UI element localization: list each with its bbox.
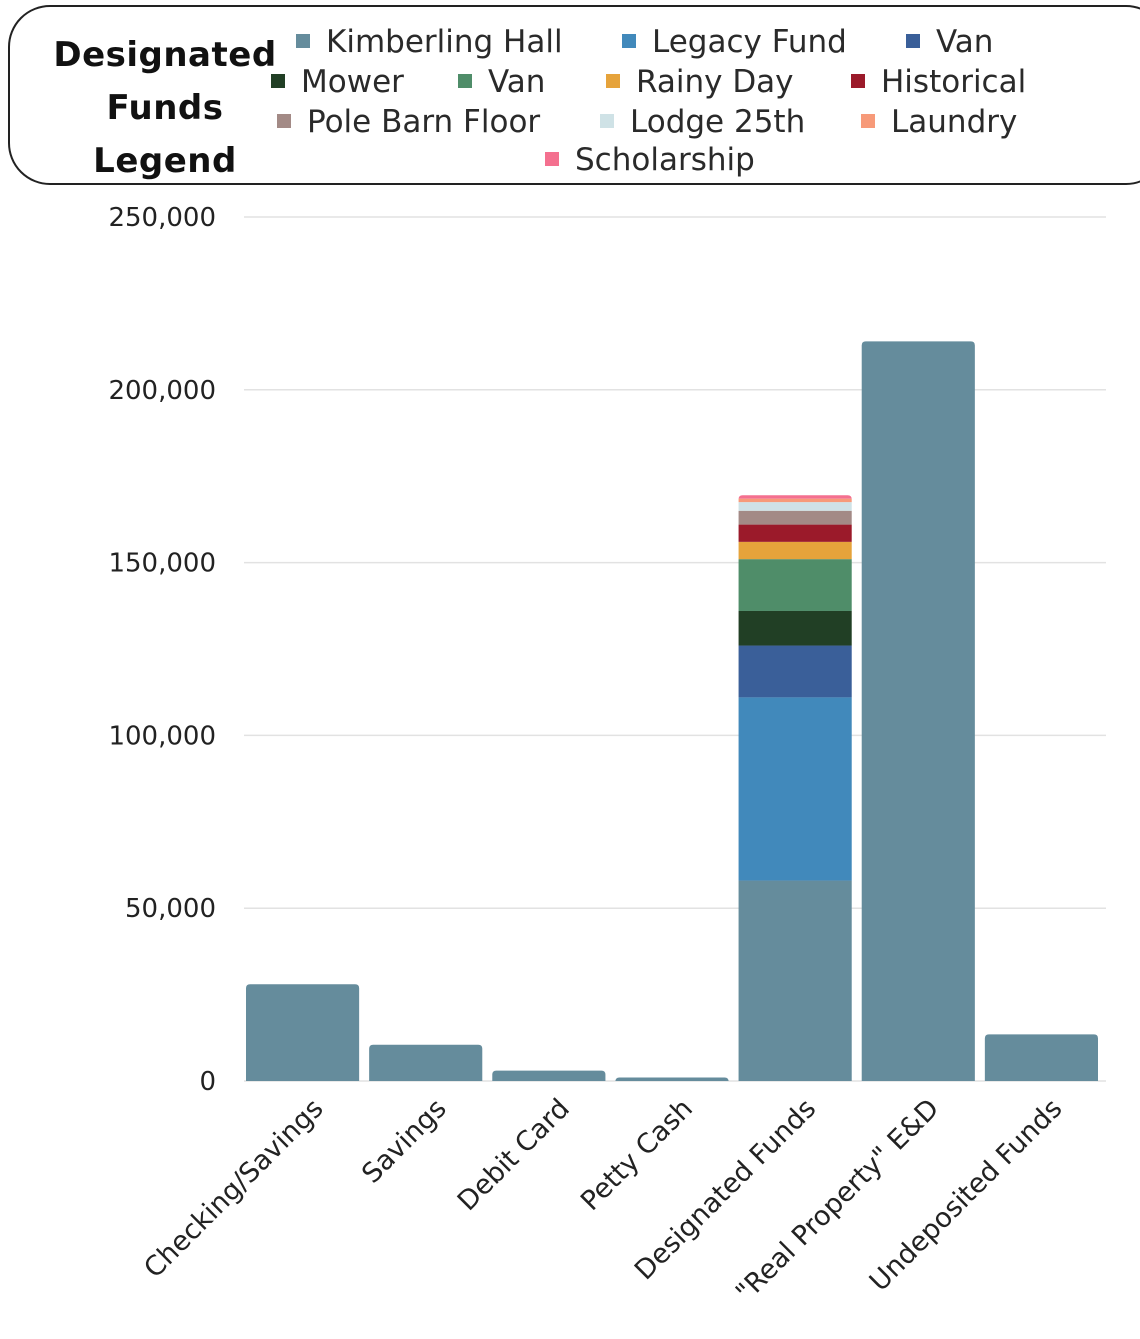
bar-segment (738, 502, 852, 511)
legend-item-label: Pole Barn Floor (307, 104, 541, 140)
bar-segment (738, 880, 852, 1081)
y-tick-label: 250,000 (108, 203, 216, 233)
legend-item-label: Lodge 25th (630, 104, 806, 140)
legend-item-label: Van (488, 64, 546, 100)
legend-swatch (458, 73, 472, 88)
legend-swatch (296, 33, 310, 48)
legend-item-label: Legacy Fund (652, 24, 847, 60)
bar-segment (738, 645, 852, 698)
y-tick-label: 100,000 (108, 721, 216, 751)
legend-item: Van (458, 64, 545, 100)
bars (246, 341, 1098, 1082)
y-tick-label: 50,000 (125, 894, 216, 924)
y-tick-label: 150,000 (108, 549, 216, 579)
x-axis-labels: Checking/Savings Savings Debit Card Petty C… (138, 1093, 1068, 1308)
bar-segment (738, 541, 852, 560)
legend-item-label: Laundry (891, 104, 1018, 140)
legend-title: Designated Funds Legend (50, 29, 280, 188)
legend-swatch (906, 33, 920, 48)
legend-swatch (277, 113, 291, 128)
legend-item: Legacy Fund (622, 24, 847, 60)
legend-swatch (622, 33, 636, 48)
legend-swatch (851, 73, 865, 88)
bar-segment (738, 697, 852, 881)
y-axis-ticks: 0 50,000 100,000 150,000 200,000 250,000 (108, 203, 216, 1097)
legend-item-label: Van (936, 24, 994, 60)
bar-segment (738, 524, 852, 542)
bar-segment (738, 610, 852, 646)
legend-swatch (861, 113, 875, 128)
legend-swatch (271, 73, 285, 88)
gridlines (244, 216, 1106, 1082)
bar-segment (738, 510, 852, 525)
legend-item-label: Kimberling Hall (326, 24, 563, 60)
bar (861, 341, 975, 1081)
legend-item: Mower (271, 64, 404, 100)
y-tick-label: 200,000 (108, 376, 216, 406)
bar (369, 1044, 483, 1081)
bar (246, 984, 360, 1081)
legend-swatch (606, 73, 620, 88)
legend-item: Kimberling Hall (296, 24, 563, 60)
legend-swatch (545, 151, 559, 166)
legend-title-line: Designated (53, 35, 277, 75)
x-tick-label: Debit Card (452, 1093, 576, 1217)
legend-item-label: Mower (301, 64, 404, 100)
bar-segment (738, 559, 852, 611)
x-tick-label: Petty Cash (575, 1093, 699, 1217)
legend-item: Van (906, 24, 993, 60)
y-tick-label: 0 (199, 1067, 216, 1097)
x-tick-label: Checking/Savings (138, 1093, 329, 1284)
legend-title-line: Legend (93, 141, 237, 181)
legend-item: Scholarship (545, 142, 755, 178)
legend-item: Pole Barn Floor (277, 104, 540, 140)
bar (492, 1070, 606, 1081)
legend-item-label: Historical (881, 64, 1027, 100)
bar-segment (738, 498, 852, 503)
bar-segment (738, 495, 852, 500)
bar (615, 1077, 729, 1082)
x-tick-label: Savings (356, 1093, 453, 1190)
legend-title-line: Funds (106, 88, 224, 128)
legend-item-label: Scholarship (575, 142, 755, 178)
bar (984, 1034, 1098, 1081)
legend-swatch (600, 113, 614, 128)
legend-item-label: Rainy Day (636, 64, 794, 100)
x-tick-label: "Real Property" E&D (730, 1093, 945, 1308)
legend-item: Laundry (861, 104, 1017, 140)
legend-item: Lodge 25th (600, 104, 805, 140)
legend-item: Historical (851, 64, 1026, 100)
legend-item: Rainy Day (606, 64, 794, 100)
legend-box: Designated Funds Legend (8, 5, 1140, 185)
